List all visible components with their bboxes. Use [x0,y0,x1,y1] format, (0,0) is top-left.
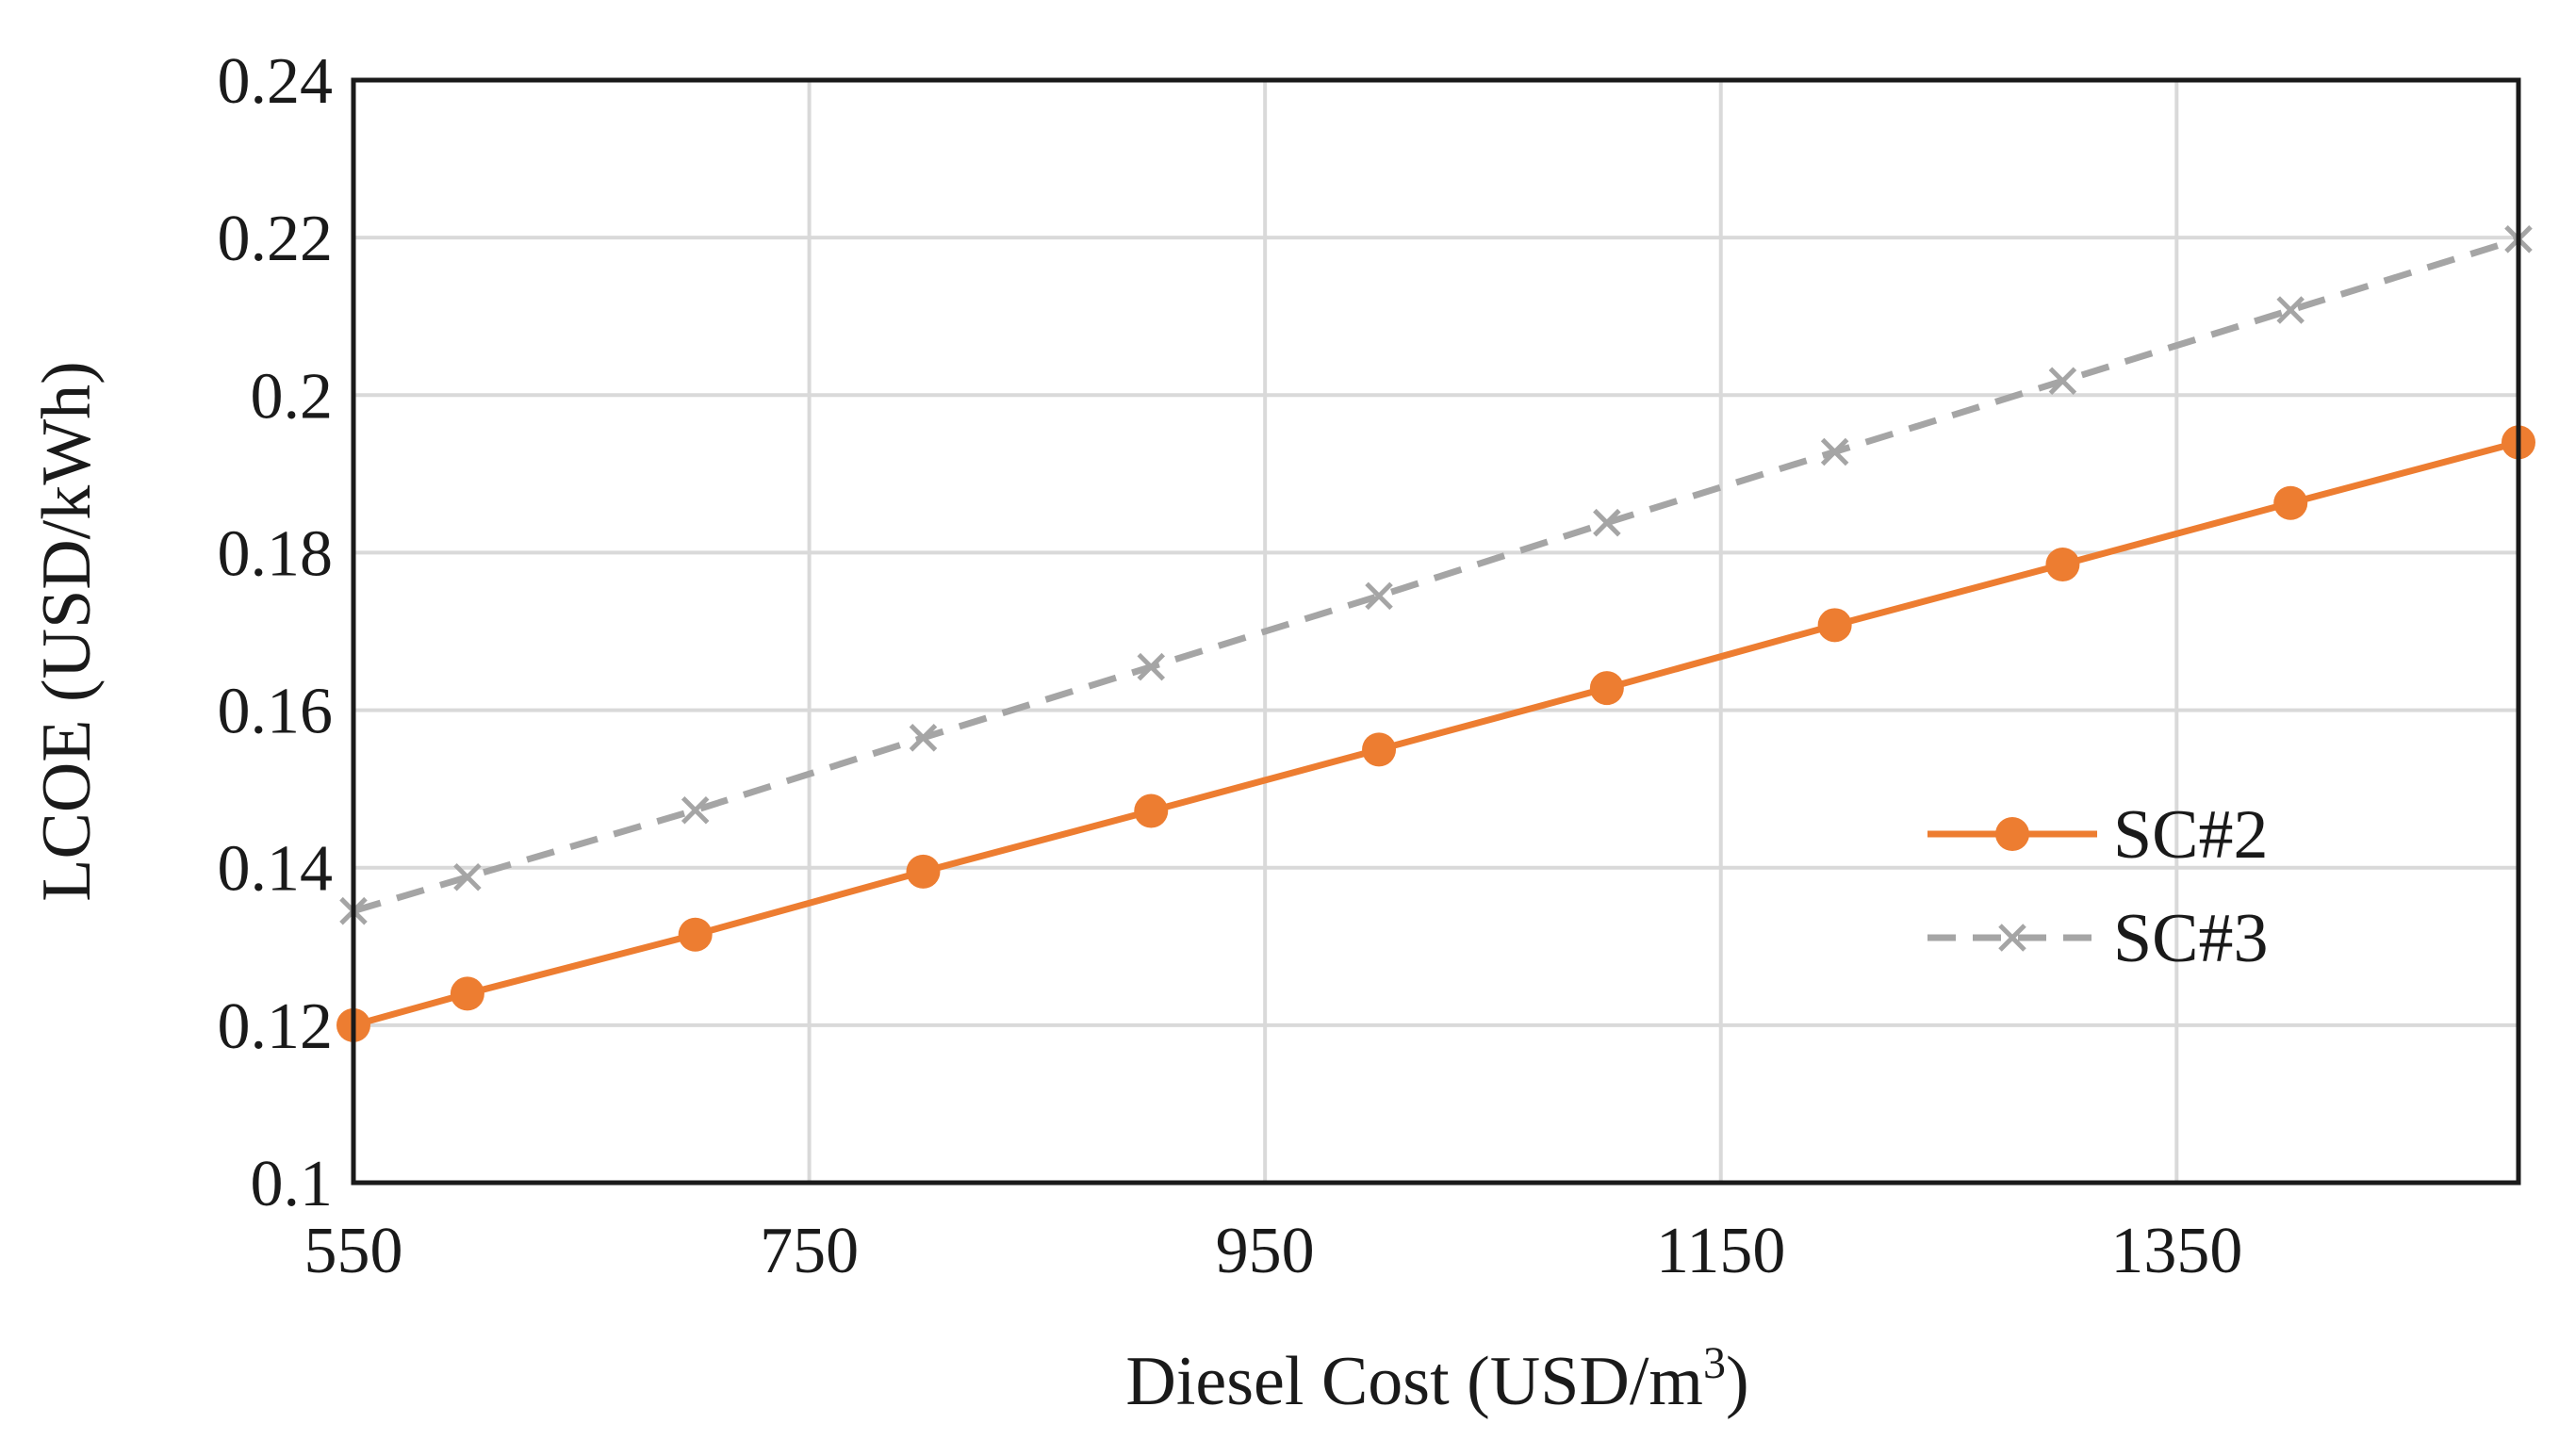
data-point [1593,508,1621,537]
y-tick-label: 0.14 [218,833,334,906]
data-point [1362,732,1397,767]
grid [352,78,2518,1185]
y-tick-label: 0.12 [218,990,334,1063]
data-point [450,976,484,1011]
data-point [906,854,941,889]
data-point-stroke [1820,437,1849,466]
data-point-stroke [2048,367,2077,396]
data-point [2045,547,2080,581]
legend-marker [1998,924,2026,952]
x-tick-label: 750 [760,1215,859,1287]
data-point [2276,296,2305,324]
series-layer [336,225,2535,1042]
x-axis-title-suffix: ) [1726,1343,1749,1420]
y-tick-label: 0.16 [218,676,334,748]
y-tick-label: 0.22 [218,203,334,275]
legend-item-sc2: SC#2 [1927,796,2269,874]
x-tick-label: 1350 [2110,1215,2242,1287]
data-point-stroke [1593,508,1621,537]
y-axis-title: LCOE (USD/kWh) [28,361,106,901]
data-point [453,862,482,892]
plot-frame [351,77,2521,1186]
data-point-stroke [1365,581,1393,611]
legend-marker [1995,817,2029,851]
legend-item-sc3: SC#3 [1927,900,2269,977]
y-tick-label: 0.2 [251,360,334,433]
y-tick-labels: 0.1 0.12 0.14 0.16 0.18 0.2 0.22 0.24 [218,45,334,1220]
x-tick-label: 950 [1216,1215,1315,1287]
data-point-stroke [909,724,938,752]
legend-marker-stroke [1998,924,2026,952]
data-point [678,917,713,952]
data-point [1817,608,1852,643]
data-point [1589,671,1624,706]
x-axis-title: Diesel Cost (USD/m3) [1125,1338,1748,1420]
x-axis-title-text: Diesel Cost (USD/m [1125,1343,1703,1420]
y-tick-label: 0.18 [218,517,334,590]
y-tick-label: 0.24 [218,45,334,118]
data-point [1820,437,1849,466]
data-point-stroke [453,862,482,892]
data-point [909,724,938,752]
data-point [1137,652,1166,681]
data-point [1134,793,1169,828]
series-sc2 [336,425,2535,1042]
data-point [2048,367,2077,396]
x-axis-title-superscript: 3 [1703,1338,1726,1388]
data-point-stroke [2276,296,2305,324]
legend: SC#2 SC#3 [1927,796,2269,977]
x-tick-label: 1150 [1656,1215,1785,1287]
series-line-sc3 [353,236,2520,915]
series-sc3 [339,225,2533,925]
x-tick-label: 550 [304,1215,403,1287]
data-point [2273,485,2308,520]
y-tick-label: 0.1 [251,1148,334,1220]
x-tick-labels: 550 750 950 1150 1350 [304,1215,2243,1287]
data-point-stroke [1137,652,1166,681]
legend-label: SC#2 [2113,796,2269,874]
legend-label: SC#3 [2113,900,2269,977]
data-point [1365,581,1393,611]
data-point-stroke [681,795,710,825]
data-point [681,795,710,825]
